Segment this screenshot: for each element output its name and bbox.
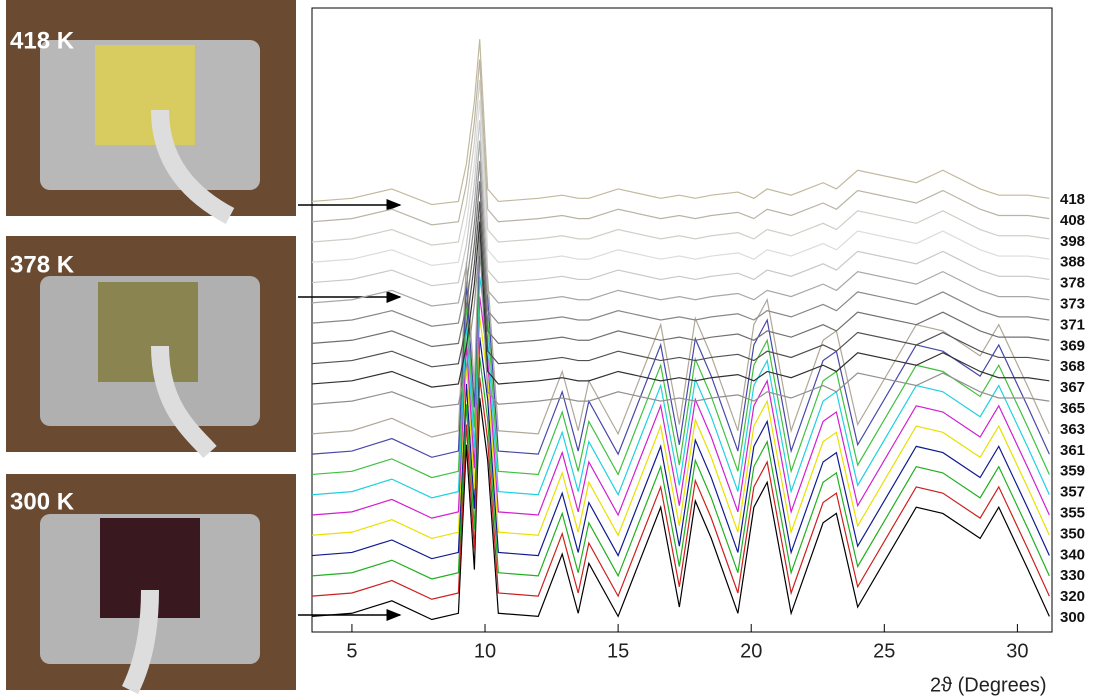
series-label: 355 <box>1060 504 1085 521</box>
photo: 378 K <box>6 236 296 459</box>
xrd-pattern <box>311 276 1050 499</box>
xrd-pattern <box>311 377 1050 600</box>
xrd-pattern <box>311 59 1050 226</box>
photo: 300 K <box>6 474 296 695</box>
xrd-pattern <box>311 215 1050 438</box>
xrd-pattern <box>311 181 1050 348</box>
series-label: 330 <box>1060 567 1085 584</box>
xrd-pattern <box>311 397 1050 621</box>
series-label: 408 <box>1060 212 1085 229</box>
xrd-pattern <box>311 140 1050 307</box>
xrd-pattern <box>311 201 1050 368</box>
photo-label: 378 K <box>10 251 75 278</box>
xrd-pattern <box>311 337 1050 560</box>
x-tick-label: 20 <box>740 640 762 662</box>
xrd-pattern <box>311 39 1050 206</box>
series-label: 320 <box>1060 588 1085 605</box>
plot-frame <box>311 7 1053 633</box>
series-label: 373 <box>1060 295 1085 312</box>
series-label: 368 <box>1060 358 1085 375</box>
series-label: 350 <box>1060 525 1085 542</box>
series-label: 418 <box>1060 191 1085 208</box>
series-label: 367 <box>1060 379 1085 396</box>
series-label: 357 <box>1060 484 1085 501</box>
photo: 418 K <box>6 0 296 224</box>
x-tick-label: 30 <box>1006 640 1028 662</box>
series-label: 361 <box>1060 442 1085 459</box>
xrd-pattern <box>311 316 1050 540</box>
xrd-pattern <box>311 99 1050 267</box>
series-label: 359 <box>1060 463 1085 480</box>
series-label: 300 <box>1060 609 1085 626</box>
xrd-pattern <box>311 79 1050 246</box>
series-label: 365 <box>1060 400 1085 417</box>
xrd-pattern <box>311 160 1050 327</box>
xrd-pattern <box>311 221 1050 388</box>
series-label: 340 <box>1060 546 1085 563</box>
series-label: 369 <box>1060 337 1085 354</box>
x-tick-label: 10 <box>474 640 496 662</box>
xrd-pattern <box>311 241 1050 408</box>
x-tick-label: 5 <box>346 640 357 662</box>
photo-label: 418 K <box>10 27 75 54</box>
x-axis-label: 2ϑ (Degrees) <box>930 674 1047 696</box>
series-label: 371 <box>1060 316 1085 333</box>
xrd-pattern <box>311 296 1050 519</box>
xrd-pattern <box>311 120 1050 287</box>
series-label: 388 <box>1060 254 1085 271</box>
x-tick-label: 15 <box>607 640 629 662</box>
x-tick-label: 25 <box>873 640 895 662</box>
series-label: 378 <box>1060 275 1085 292</box>
series-label: 363 <box>1060 421 1085 438</box>
photo-label: 300 K <box>10 488 75 515</box>
xrd-pattern <box>311 235 1050 458</box>
xrd-pattern <box>311 255 1050 479</box>
series-label: 398 <box>1060 233 1085 250</box>
xrd-pattern <box>311 357 1050 580</box>
